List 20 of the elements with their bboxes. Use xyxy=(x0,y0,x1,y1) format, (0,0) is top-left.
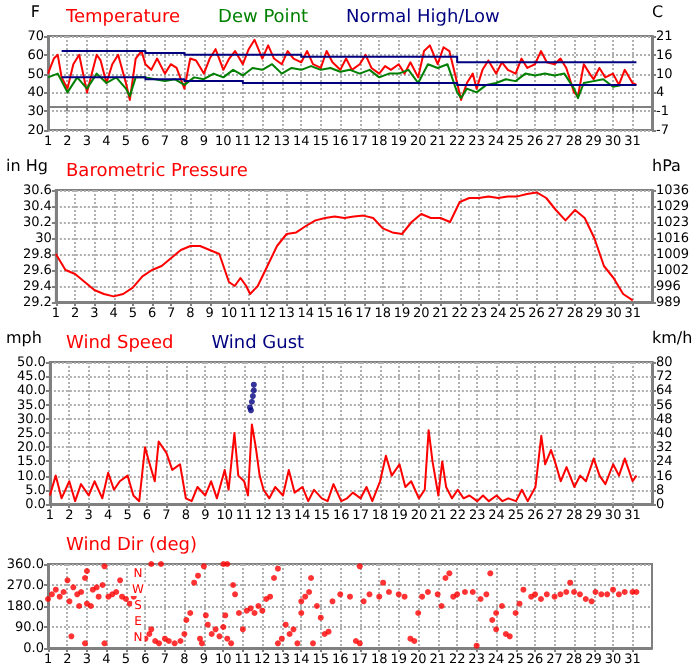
point xyxy=(248,399,255,406)
point xyxy=(249,393,256,400)
text: Wind Gust xyxy=(211,334,306,355)
y-axis-title: F xyxy=(30,3,41,21)
line-series xyxy=(47,38,638,101)
y-axis-title: mph xyxy=(5,329,42,348)
y2-axis-title: hPa xyxy=(652,156,682,175)
series-label: Wind Dir (deg) xyxy=(66,536,197,556)
point xyxy=(250,382,257,389)
point xyxy=(250,387,257,394)
y2-axis-title: C xyxy=(652,3,664,21)
y-axis-title: in Hg xyxy=(5,156,48,175)
line-series xyxy=(54,190,634,301)
line-series xyxy=(48,423,638,503)
y2-axis-title: km/h xyxy=(652,329,693,348)
text: Barometric Pressure xyxy=(66,161,249,182)
series-label: Temperature xyxy=(64,8,181,28)
text: Wind Speed xyxy=(66,334,174,355)
series-label: Normal High/Low xyxy=(346,8,500,28)
text: Dew Point xyxy=(218,8,310,28)
